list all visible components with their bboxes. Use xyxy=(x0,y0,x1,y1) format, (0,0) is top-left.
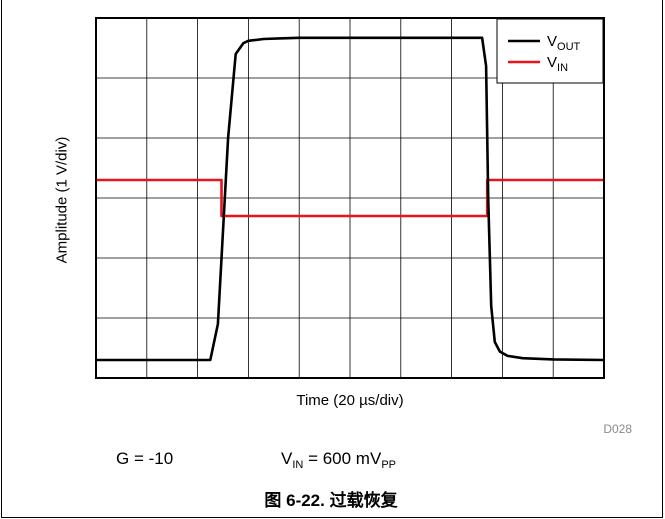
figure-code: D028 xyxy=(603,422,632,436)
series-line-vin xyxy=(96,178,604,218)
x-axis-label: Time (20 µs/div) xyxy=(296,392,404,409)
legend-box xyxy=(496,18,604,84)
vin-condition: VIN = 600 mVPP xyxy=(281,449,396,471)
legend-label-vin: VIN xyxy=(547,54,568,74)
chart: VOUT VIN xyxy=(95,17,605,379)
legend-label-vout: VOUT xyxy=(547,33,581,53)
series-layer xyxy=(96,36,605,362)
series-line-vout xyxy=(96,36,605,362)
gain-condition: G = -10 xyxy=(116,449,174,468)
plot-border xyxy=(95,17,605,379)
legend: VOUT VIN xyxy=(496,18,604,84)
figure-caption: 图 6-22. 过载恢复 xyxy=(264,491,398,510)
